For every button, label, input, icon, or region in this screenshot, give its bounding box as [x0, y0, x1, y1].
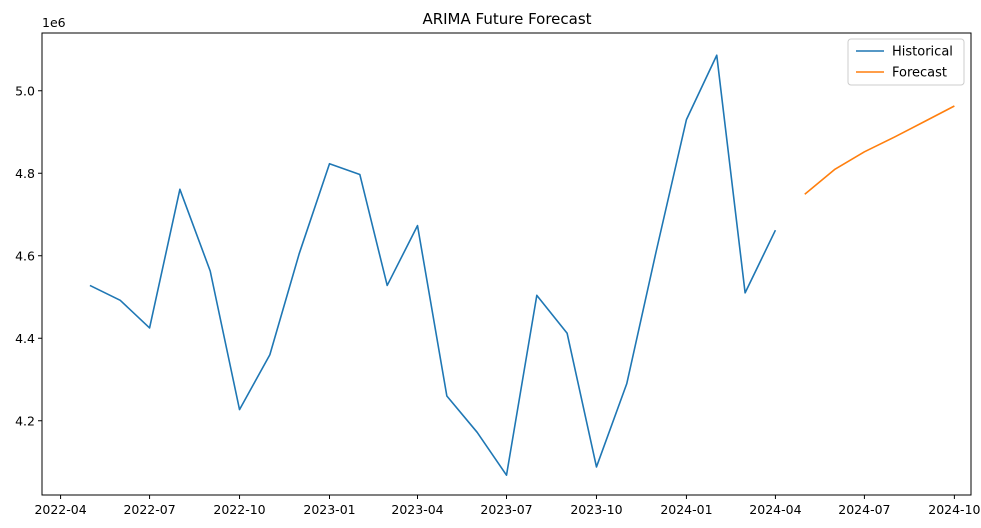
- legend-label-forecast: Forecast: [892, 66, 947, 81]
- x-tick-label: 2024-01: [660, 502, 712, 517]
- legend: Historical Forecast: [847, 38, 965, 86]
- x-tick-label: 2023-04: [391, 502, 443, 517]
- x-tick-label: 2022-04: [34, 502, 86, 517]
- series-line-forecast: [804, 105, 955, 195]
- y-tick-label: 4.4: [15, 331, 35, 346]
- x-tick-label: 2022-07: [123, 502, 175, 517]
- plot-layer: [89, 54, 955, 477]
- y-tick-label: 5.0: [15, 83, 35, 98]
- series-line-historical: [89, 54, 777, 477]
- chart-title: ARIMA Future Forecast: [422, 10, 591, 28]
- x-tick-label: 2023-01: [303, 502, 355, 517]
- legend-label-historical: Historical: [892, 45, 953, 60]
- y-offset-label: 1e6: [42, 15, 66, 30]
- x-tick-label: 2022-10: [213, 502, 265, 517]
- x-tick-label: 2024-07: [838, 502, 890, 517]
- x-tick-label: 2023-07: [480, 502, 532, 517]
- x-tick-label: 2024-04: [749, 502, 801, 517]
- x-tick-label: 2023-10: [570, 502, 622, 517]
- x-axis: 2022-04 2022-07 2022-10 2023-01 2023-04 2023-…: [34, 495, 981, 517]
- y-tick-label: 4.6: [15, 248, 35, 263]
- y-tick-label: 4.2: [15, 413, 35, 428]
- x-tick-label: 2024-10: [928, 502, 980, 517]
- y-tick-label: 4.8: [15, 166, 35, 181]
- y-axis: 4.2 4.4 4.6 4.8 5.0: [15, 83, 42, 428]
